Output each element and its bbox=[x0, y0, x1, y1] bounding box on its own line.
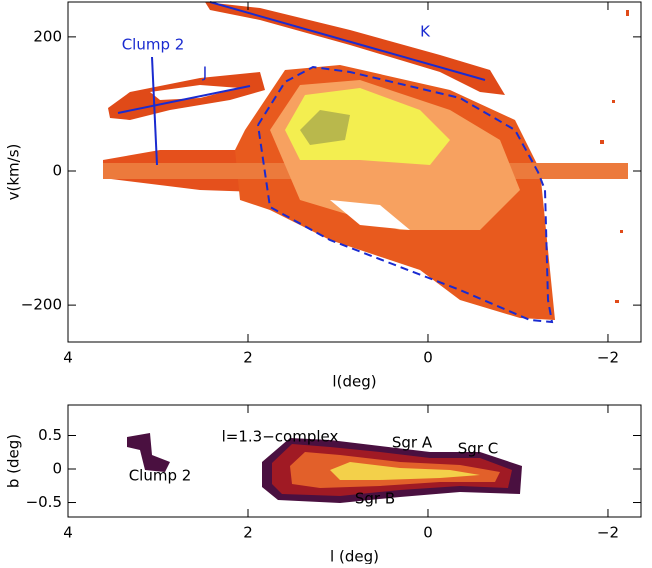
x-tick-label: 4 bbox=[63, 524, 73, 542]
x-tick-label: 2 bbox=[243, 524, 253, 542]
annotation: Sgr A bbox=[392, 434, 433, 452]
y-tick-label: 0 bbox=[52, 460, 62, 478]
annotation: Clump 2 bbox=[122, 36, 185, 54]
plot-frame bbox=[67, 1, 642, 343]
y-axis-label: b (deg) bbox=[5, 434, 23, 488]
x-tick-label: −2 bbox=[597, 524, 619, 542]
y-tick-label: 200 bbox=[33, 27, 62, 45]
y-tick-label: 0 bbox=[52, 161, 62, 179]
x-axis-label: l (deg) bbox=[330, 548, 379, 565]
y-axis-label: v(km/s) bbox=[5, 144, 23, 201]
y-tick-label: −200 bbox=[21, 296, 62, 314]
lb-emission bbox=[127, 433, 522, 503]
annotation: Sgr C bbox=[458, 440, 498, 458]
x-tick-label: 2 bbox=[243, 349, 253, 367]
annotation: K bbox=[420, 23, 431, 41]
annotation: Sgr B bbox=[355, 490, 395, 508]
y-tick-label: 0.5 bbox=[38, 426, 62, 444]
annotation-lines bbox=[117, 1, 554, 324]
y-tick-label: −0.5 bbox=[26, 493, 62, 511]
x-axis-label: l(deg) bbox=[332, 373, 376, 391]
plot-frame bbox=[67, 404, 642, 518]
x-tick-label: 0 bbox=[423, 524, 433, 542]
lv-emission bbox=[103, 2, 629, 320]
annotation: l=1.3−complex bbox=[222, 428, 339, 446]
x-tick-label: 4 bbox=[63, 349, 73, 367]
x-tick-label: −2 bbox=[597, 349, 619, 367]
annotation: J bbox=[202, 64, 207, 82]
annotation: Clump 2 bbox=[129, 467, 192, 485]
x-tick-label: 0 bbox=[423, 349, 433, 367]
